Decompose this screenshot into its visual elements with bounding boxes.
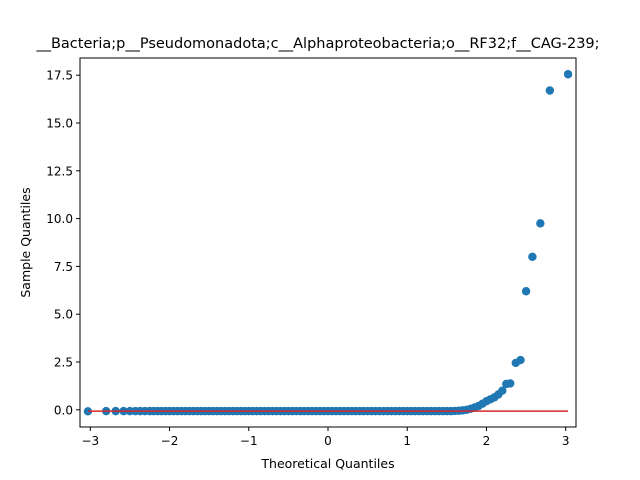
x-tick-label: 1 [403,434,411,448]
y-tick-label: 0.0 [54,403,73,417]
x-tick-label: −3 [81,434,99,448]
y-tick-label: 5.0 [54,308,73,322]
y-tick-label: 10.0 [46,212,73,226]
chart-title: __Bacteria;p__Pseudomonadota;c__Alphapro… [35,36,599,52]
data-point [498,386,507,395]
y-tick-label: 7.5 [54,260,73,274]
x-tick-label: 0 [324,434,332,448]
x-tick-label: 3 [562,434,570,448]
y-axis-label: Sample Quantiles [18,187,33,297]
x-tick-label: −2 [161,434,179,448]
x-axis-label: Theoretical Quantiles [260,456,394,471]
data-point [545,86,555,95]
x-tick-label: −1 [240,434,258,448]
x-ticks: −3 −2 −1 0 1 2 3 [81,427,570,448]
data-point [516,355,525,365]
data-point [506,379,515,388]
x-tick-label: 2 [483,434,491,448]
y-tick-label: 17.5 [46,69,73,83]
y-tick-label: 15.0 [46,117,73,131]
data-point [536,219,545,228]
y-tick-label: 12.5 [46,164,73,178]
data-point [528,252,537,262]
plot-layer [83,70,573,416]
y-ticks: 0.0 2.5 5.0 7.5 10.0 12.5 15.0 17.5 [46,69,80,417]
y-tick-label: 2.5 [54,355,73,369]
data-point [563,70,573,79]
data-point [521,287,531,296]
